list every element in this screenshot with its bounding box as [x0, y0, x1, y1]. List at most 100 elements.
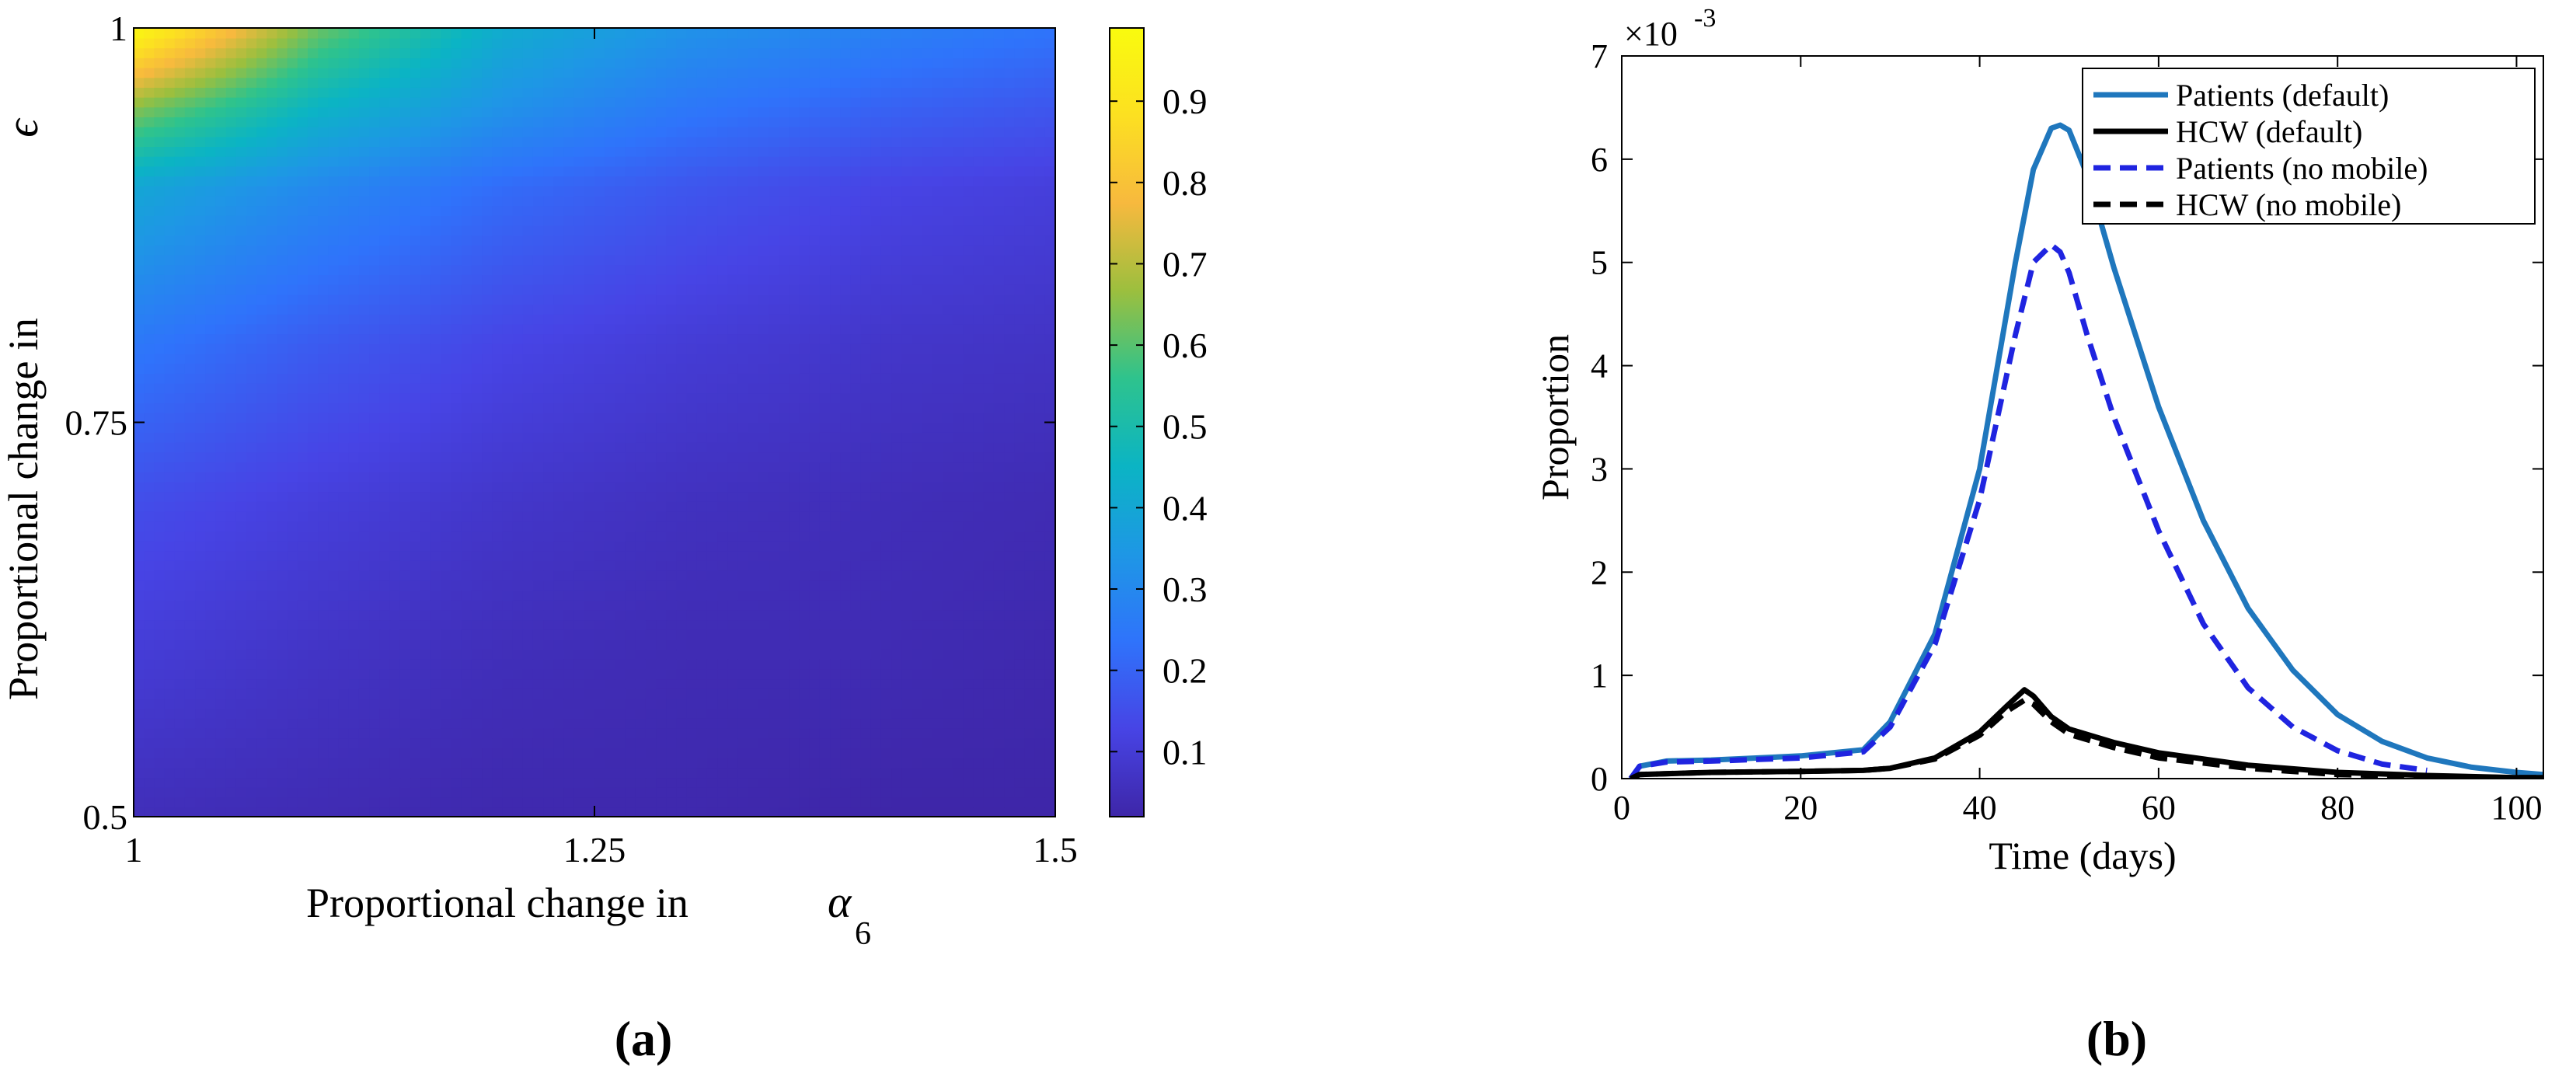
heatmap-cell [799, 659, 810, 670]
heatmap-cell [625, 649, 636, 660]
heatmap-cell [205, 264, 217, 275]
heatmap-cell [891, 698, 903, 709]
heatmap-cell [1034, 491, 1046, 502]
heatmap-cell [860, 451, 872, 463]
heatmap-cell [338, 412, 350, 423]
heatmap-cell [993, 353, 1005, 364]
heatmap-cell [717, 786, 729, 798]
heatmap-cell [256, 294, 268, 305]
heatmap-cell [277, 392, 288, 403]
heatmap-cell [860, 796, 872, 808]
heatmap-cell [134, 560, 145, 571]
heatmap-cell [492, 609, 504, 621]
heatmap-cell [1014, 333, 1026, 344]
heatmap-cell [318, 313, 329, 325]
heatmap-cell [727, 353, 739, 364]
heatmap-cell [164, 807, 176, 817]
heatmap-cell [410, 462, 421, 472]
heatmap-cell [144, 678, 155, 689]
heatmap-cell [389, 422, 401, 433]
heatmap-cell [758, 363, 769, 374]
heatmap-cell [686, 491, 698, 502]
heatmap-cell [594, 757, 605, 769]
heatmap-cell [789, 639, 800, 650]
heatmap-cell [553, 708, 565, 719]
heatmap-cell [154, 767, 166, 779]
heatmap-cell [717, 748, 729, 758]
heatmap-cell [666, 688, 678, 699]
heatmap-cell [543, 678, 555, 689]
heatmap-cell [553, 323, 565, 335]
heatmap-cell [645, 432, 657, 443]
heatmap-cell [379, 531, 391, 542]
heatmap-cell [287, 373, 298, 384]
heatmap-cell [184, 718, 196, 729]
heatmap-cell [850, 471, 862, 483]
heatmap-cell [901, 796, 913, 808]
heatmap-cell [717, 501, 729, 512]
heatmap-cell [922, 560, 933, 571]
heatmap-cell [164, 274, 176, 285]
heatmap-cell [901, 323, 913, 335]
heatmap-cell [379, 560, 391, 571]
heatmap-cell [993, 313, 1005, 325]
heatmap-cell [225, 521, 237, 532]
heatmap-cell [645, 501, 657, 512]
heatmap-cell [605, 767, 616, 779]
heatmap-cell [573, 333, 585, 344]
heatmap-cell [983, 373, 995, 384]
heatmap-cell [369, 412, 381, 423]
heatmap-cell [1034, 619, 1046, 630]
heatmap-cell [605, 580, 616, 591]
heatmap-cell [645, 659, 657, 670]
heatmap-cell [727, 451, 739, 463]
heatmap-cell [973, 343, 985, 354]
heatmap-cell [328, 560, 340, 571]
heatmap-cell [430, 511, 442, 522]
heatmap-cell [144, 304, 155, 315]
heatmap-cell [297, 412, 308, 423]
heatmap-cell [318, 560, 329, 571]
heatmap-cell [461, 304, 472, 315]
heatmap-cell [195, 471, 207, 483]
heatmap-cell [328, 392, 340, 403]
heatmap-cell [594, 392, 605, 403]
heatmap-cell [348, 807, 360, 817]
heatmap-cell [973, 718, 985, 729]
heatmap-cell [799, 748, 810, 758]
heatmap-cell [1004, 422, 1016, 433]
heatmap-cell [573, 609, 585, 621]
heatmap-cell [502, 540, 514, 552]
heatmap-cell [164, 491, 176, 502]
heatmap-cell [215, 659, 227, 670]
heatmap-cell [870, 481, 882, 493]
heatmap-cell [482, 718, 493, 729]
heatmap-cell [830, 412, 842, 423]
heatmap-cell [235, 786, 247, 798]
heatmap-cell [850, 609, 862, 621]
heatmap-cell [584, 392, 595, 403]
heatmap-cell [553, 767, 565, 779]
heatmap-cell [144, 639, 155, 650]
heatmap-cell [358, 382, 370, 394]
heatmap-cell [769, 659, 779, 670]
heatmap-cell [256, 481, 268, 493]
heatmap-cell [1004, 313, 1016, 325]
heatmap-cell [963, 481, 974, 493]
heatmap-cell [737, 698, 749, 709]
heatmap-cell [993, 698, 1005, 709]
heatmap-cell [235, 570, 247, 581]
heatmap-cell [809, 786, 821, 798]
heatmap-cell [789, 403, 800, 413]
heatmap-cell [144, 777, 155, 788]
heatmap-cell [184, 678, 196, 689]
heatmap-cell [860, 304, 872, 315]
heatmap-cell [410, 294, 421, 305]
heatmap-cell [358, 481, 370, 493]
heatmap-cell [308, 550, 319, 561]
heatmap-cell [635, 304, 647, 315]
heatmap-cell [860, 649, 872, 660]
heatmap-cell [706, 284, 718, 295]
heatmap-cell [338, 274, 350, 285]
heatmap-cell [441, 462, 452, 472]
